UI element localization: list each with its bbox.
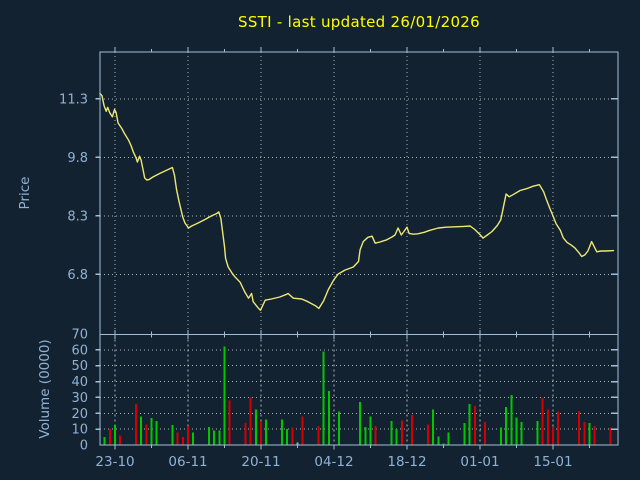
volume-tick-label: 60 [71,343,88,358]
volume-bar [296,442,299,445]
volume-tick-label: 30 [71,391,88,406]
date-tick-label: 15-01 [533,454,572,470]
volume-tick-label: 10 [71,423,88,438]
volume-bar [546,409,549,445]
volume-bar [155,421,158,445]
volume-bar [145,424,148,445]
price-tick-label: 9.8 [67,151,88,166]
volume-bar [254,409,257,445]
volume-panel-frame [99,333,619,446]
volume-bar [140,416,143,445]
volume-bar [301,416,304,445]
volume-bar [291,427,294,445]
price-tick-label: 8.3 [67,209,88,224]
volume-bar [176,432,179,445]
volume-bar [369,416,372,445]
volume-bar [593,425,596,445]
volume-bar [390,421,393,445]
volume-bar [437,436,440,445]
date-tick-label: 18-12 [387,454,426,470]
price-tick-label: 6.8 [67,268,88,283]
volume-tick-label: 20 [71,407,88,422]
volume-bar [400,420,403,445]
volume-bar [510,395,513,445]
date-tick-label: 20-11 [241,454,280,470]
volume-bar [374,425,377,445]
volume-bar [218,430,221,445]
volume-bar [213,430,216,445]
volume-bar [249,397,252,445]
volume-bar [505,406,508,445]
volume-bar [317,425,320,445]
volume-tick-label: 70 [71,328,88,343]
volume-bar [286,429,289,445]
price-line [99,92,615,311]
volume-bar [551,426,554,445]
volume-bar [520,422,523,445]
volume-bar [338,411,341,445]
volume-bar [223,346,226,445]
volume-bar [207,426,210,445]
volume-bar [119,435,122,445]
date-tick-label: 01-01 [460,454,499,470]
volume-bar [578,410,581,445]
volume-bar [103,437,106,445]
volume-bar [260,421,263,445]
volume-bar [327,391,330,445]
volume-bar [228,400,231,445]
volume-bar [322,351,325,445]
volume-bar [181,437,184,445]
price-axis-title: Price [17,176,33,210]
volume-bar [265,419,268,445]
volume-bar [463,422,466,445]
date-tick-label: 23-10 [95,454,134,470]
volume-bar [588,422,591,445]
volume-bar [359,402,362,445]
volume-bar [280,419,283,445]
volume-bar [557,411,560,445]
volume-bar [583,422,586,445]
volume-axis-title: Volume (0000) [37,339,53,439]
price-tick-label: 11.3 [59,92,88,107]
volume-bar [395,429,398,445]
volume-tick-label: 40 [71,375,88,390]
volume-bar [541,398,544,445]
date-tick-label: 04-12 [314,454,353,470]
volume-bar [171,425,174,445]
volume-bar [432,409,435,445]
volume-bar [468,403,471,445]
volume-bar [447,432,450,445]
volume-bar [515,417,518,445]
volume-bar [499,427,502,445]
volume-bar [442,443,445,445]
volume-bar [473,406,476,445]
volume-tick-label: 0 [80,439,88,454]
volume-bar [150,418,153,445]
chart-title: SSTI - last updated 26/01/2026 [238,13,480,31]
volume-bar [244,422,247,445]
volume-bar [114,425,117,445]
volume-bar [134,403,137,445]
volume-bar [536,421,539,445]
volume-tick-label: 50 [71,359,88,374]
volume-bar [484,422,487,445]
volume-bar [192,432,195,445]
volume-bar [108,429,111,445]
volume-bar [411,414,414,445]
volume-bar [609,427,612,445]
volume-bar [187,425,190,445]
volume-bar [364,426,367,445]
date-tick-label: 06-11 [168,454,207,470]
volume-bar [426,424,429,445]
